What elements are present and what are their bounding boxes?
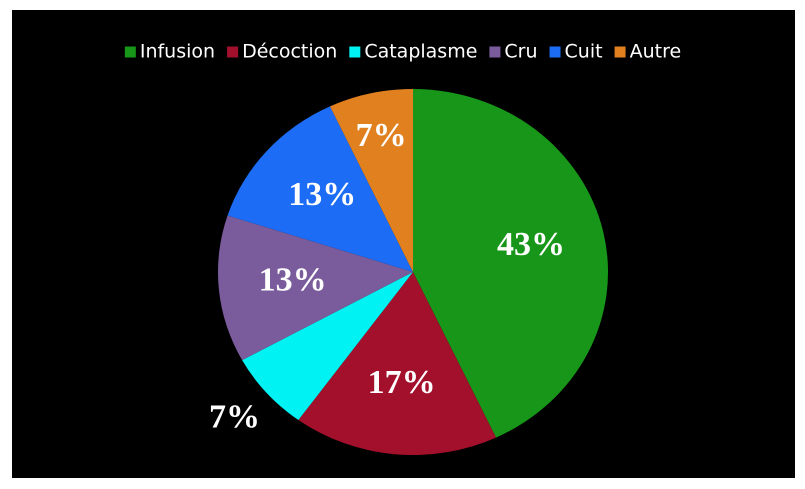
- legend-swatch: [549, 46, 561, 58]
- pie-slice: [298, 272, 497, 456]
- legend: Infusion Décoction Cataplasme Cru Cuit Autre: [124, 41, 682, 63]
- pie-slice: [242, 272, 413, 421]
- legend-label: Décoction: [242, 41, 337, 63]
- legend-label: Cataplasme: [364, 41, 477, 63]
- pie-slice: [227, 106, 413, 272]
- legend-swatch: [124, 46, 136, 58]
- data-label: 43%: [497, 226, 565, 263]
- pie: [218, 89, 608, 456]
- pie-slice: [218, 215, 413, 361]
- data-label: 7%: [356, 117, 407, 154]
- legend-label: Cuit: [565, 41, 603, 63]
- legend-swatch: [614, 46, 626, 58]
- legend-label: Cru: [504, 41, 537, 63]
- legend-swatch: [349, 46, 361, 58]
- data-label: 17%: [368, 364, 436, 401]
- data-label: 7%: [209, 398, 260, 435]
- data-labels: 43%17%7%13%13%7%: [209, 117, 565, 436]
- data-label: 13%: [288, 176, 356, 213]
- data-label: 13%: [259, 261, 327, 298]
- legend-swatch: [227, 46, 239, 58]
- pie-slice: [413, 89, 608, 438]
- legend-label: Infusion: [140, 41, 215, 63]
- pie-slice: [329, 89, 413, 272]
- legend-label: Autre: [630, 41, 682, 63]
- legend-swatch: [489, 46, 501, 58]
